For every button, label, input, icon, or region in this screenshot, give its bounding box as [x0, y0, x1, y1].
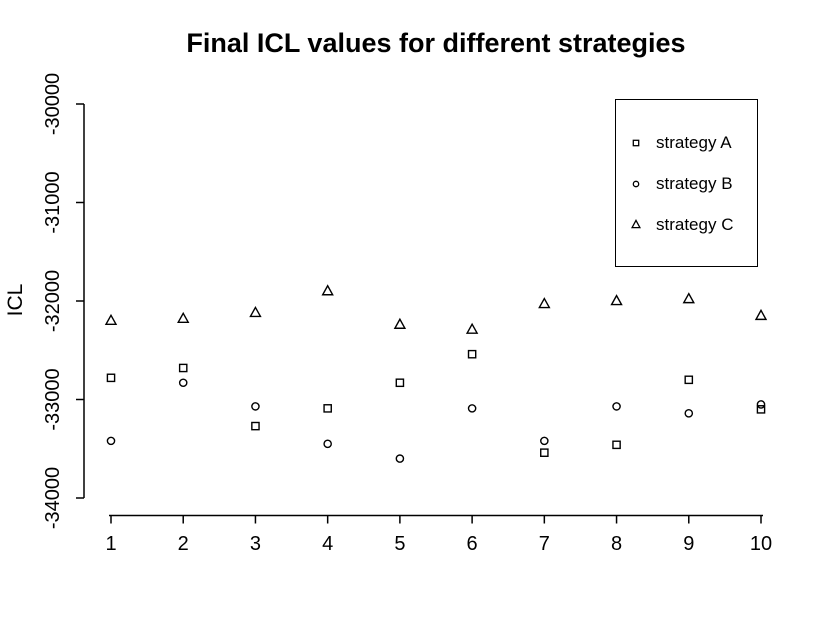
x-tick-label: 6 [467, 533, 478, 555]
y-tick-label: -32000 [42, 270, 64, 332]
x-tick-label: 5 [394, 533, 405, 555]
legend: strategy A strategy B strategy C [615, 99, 758, 267]
point-strategy-B-x6 [467, 404, 477, 413]
x-tick-label: 10 [750, 533, 772, 555]
point-strategy-A-x7 [540, 448, 549, 457]
legend-item-strategy-c: strategy C [628, 215, 733, 235]
point-strategy-B-x10 [756, 400, 766, 409]
point-strategy-C-x7 [538, 297, 551, 309]
point-strategy-A-x10 [756, 405, 766, 414]
point-strategy-A-x4 [323, 404, 332, 413]
point-strategy-C-x9 [682, 292, 695, 304]
legend-item-strategy-a: strategy A [628, 133, 732, 153]
triangle-icon [631, 219, 641, 229]
x-tick-label: 7 [539, 533, 550, 555]
circle-icon [632, 180, 640, 188]
y-tick-label: -30000 [42, 73, 64, 135]
point-strategy-C-x8 [610, 294, 623, 306]
point-strategy-C-x3 [249, 305, 262, 318]
legend-label-strategy-c: strategy C [656, 215, 734, 234]
x-tick-label: 1 [105, 533, 116, 555]
chart-title: Final ICL values for different strategie… [186, 28, 686, 58]
point-strategy-B-x2 [178, 378, 188, 388]
point-strategy-A-x6 [467, 349, 477, 359]
point-strategy-B-x9 [684, 408, 694, 418]
y-tick-label: -31000 [42, 171, 64, 233]
point-strategy-A-x8 [612, 440, 621, 450]
point-strategy-B-x8 [612, 402, 621, 411]
point-strategy-B-x5 [395, 454, 405, 463]
point-strategy-C-x2 [177, 311, 190, 324]
y-tick-label: -34000 [42, 467, 64, 529]
point-strategy-C-x10 [754, 308, 768, 321]
point-strategy-C-x4 [321, 284, 334, 296]
point-strategy-A-x2 [178, 363, 188, 373]
point-strategy-C-x5 [393, 317, 407, 329]
point-strategy-C-x1 [104, 313, 118, 325]
legend-label-strategy-a: strategy A [656, 133, 732, 152]
point-strategy-A-x1 [106, 373, 116, 383]
x-tick-label: 3 [250, 533, 261, 555]
point-strategy-A-x9 [684, 375, 694, 385]
square-icon [632, 139, 640, 147]
point-strategy-B-x7 [540, 436, 549, 446]
point-strategy-B-x1 [106, 436, 116, 446]
x-tick-label: 4 [322, 533, 333, 555]
y-tick-label: -33000 [42, 368, 64, 430]
point-strategy-B-x3 [251, 402, 260, 411]
x-tick-label: 8 [611, 533, 622, 555]
legend-label-strategy-b: strategy B [656, 174, 733, 193]
point-strategy-A-x5 [395, 378, 405, 388]
x-tick-label: 2 [178, 533, 189, 555]
point-strategy-B-x4 [323, 439, 332, 449]
point-strategy-C-x6 [465, 322, 479, 334]
legend-item-strategy-b: strategy B [628, 174, 733, 194]
point-strategy-A-x3 [251, 421, 260, 431]
x-tick-label: 9 [683, 533, 694, 555]
